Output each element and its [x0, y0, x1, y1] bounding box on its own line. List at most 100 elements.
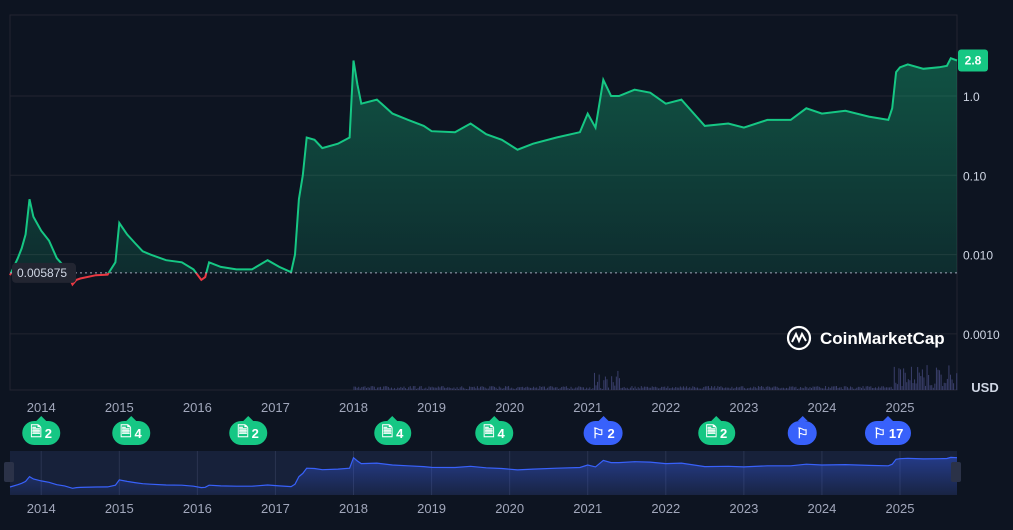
volume-bar [873, 388, 874, 390]
x-tick-label: 2021 [573, 400, 602, 415]
volume-bar [692, 386, 693, 390]
volume-bar [722, 387, 723, 390]
volume-bar [580, 387, 581, 390]
coinmarketcap-watermark: CoinMarketCap [788, 327, 945, 349]
volume-bar [894, 367, 895, 390]
volume-bar [416, 389, 417, 390]
volume-bar [507, 387, 508, 390]
volume-bar [881, 386, 882, 390]
x-tick-label: 2017 [261, 400, 290, 415]
x-tick-label: 2015 [105, 400, 134, 415]
current-price-badge: 2.8 [958, 50, 988, 72]
volume-bar [385, 386, 386, 390]
volume-bar [625, 388, 626, 390]
document-icon: 🗎 [30, 421, 41, 445]
volume-bar [720, 386, 721, 390]
volume-bar [497, 389, 498, 390]
x-tick-label: 2022 [651, 400, 680, 415]
volume-bar [703, 387, 704, 390]
event-marker[interactable]: 🗎 2 [698, 421, 736, 445]
volume-bar [719, 387, 720, 390]
volume-bar [436, 388, 437, 390]
volume-bar [439, 387, 440, 390]
y-tick-label: 0.10 [963, 169, 987, 183]
volume-bar [677, 388, 678, 390]
navigator-left-handle[interactable] [4, 462, 14, 482]
volume-bar [681, 388, 682, 390]
volume-bar [667, 386, 668, 390]
volume-bar [521, 387, 522, 390]
volume-bar [836, 386, 837, 390]
volume-bar [572, 389, 573, 390]
volume-bar [912, 383, 913, 390]
volume-bar [532, 388, 533, 390]
x-tick-label: 2024 [807, 400, 836, 415]
volume-bar [788, 388, 789, 390]
volume-bar [366, 388, 367, 390]
volume-bar [443, 386, 444, 390]
volume-bar [374, 387, 375, 390]
volume-bar [556, 387, 557, 390]
volume-bar [614, 386, 615, 390]
volume-bar [616, 377, 617, 390]
event-marker[interactable]: 🗎 2 [229, 421, 267, 445]
volume-bar [686, 386, 687, 390]
event-marker[interactable]: 🗎 4 [112, 421, 150, 445]
volume-bar [396, 389, 397, 390]
volume-bar [516, 388, 517, 390]
volume-bar [864, 389, 865, 390]
x-tick-label: 2020 [495, 400, 524, 415]
volume-bar [852, 387, 853, 390]
volume-bar [658, 388, 659, 390]
event-marker[interactable]: ⚐ 17 [865, 421, 911, 445]
volume-bar [596, 385, 597, 390]
volume-bar [453, 387, 454, 390]
y-tick-label: 0.0010 [963, 328, 1000, 342]
event-marker[interactable]: 🗎 2 [22, 421, 60, 445]
volume-bar [354, 387, 355, 390]
volume-bar [461, 386, 462, 390]
volume-bar [483, 387, 484, 390]
volume-bar [639, 388, 640, 390]
navigator-right-handle[interactable] [951, 462, 961, 482]
volume-bar [592, 388, 593, 390]
volume-bar [848, 388, 849, 390]
volume-bar [544, 387, 545, 390]
navigator-x-tick-label: 2025 [886, 501, 915, 516]
volume-bar [783, 388, 784, 390]
volume-bar [895, 383, 896, 390]
volume-bar [941, 375, 942, 390]
volume-bar [731, 387, 732, 390]
volume-bar [452, 388, 453, 390]
volume-bar [738, 387, 739, 390]
volume-bar [789, 387, 790, 390]
flag-icon: ⚐ [796, 425, 809, 442]
volume-bar [450, 388, 451, 390]
event-count: 4 [135, 426, 142, 441]
volume-bar [519, 387, 520, 390]
volume-bar [705, 386, 706, 390]
volume-bar [478, 388, 479, 390]
volume-bar [480, 387, 481, 390]
volume-bar [863, 386, 864, 390]
volume-bar [953, 383, 954, 390]
volume-bar [583, 387, 584, 390]
volume-bar [561, 387, 562, 390]
volume-bar [916, 383, 917, 390]
event-marker[interactable]: ⚐ [788, 421, 817, 445]
navigator-x-tick-label: 2022 [651, 501, 680, 516]
volume-bar [900, 369, 901, 390]
volume-bar [413, 386, 414, 390]
navigator-x-tick-label: 2019 [417, 501, 446, 516]
event-marker[interactable]: ⚐ 2 [584, 421, 623, 445]
volume-bar [892, 389, 893, 390]
event-marker[interactable]: 🗎 4 [475, 421, 513, 445]
navigator-x-tick-label: 2024 [807, 501, 836, 516]
event-count: 2 [45, 426, 52, 441]
volume-bar [694, 387, 695, 390]
volume-bar [503, 388, 504, 390]
navigator[interactable] [4, 451, 961, 495]
event-marker[interactable]: 🗎 4 [374, 421, 412, 445]
volume-bar [695, 388, 696, 390]
volume-bar [669, 388, 670, 390]
